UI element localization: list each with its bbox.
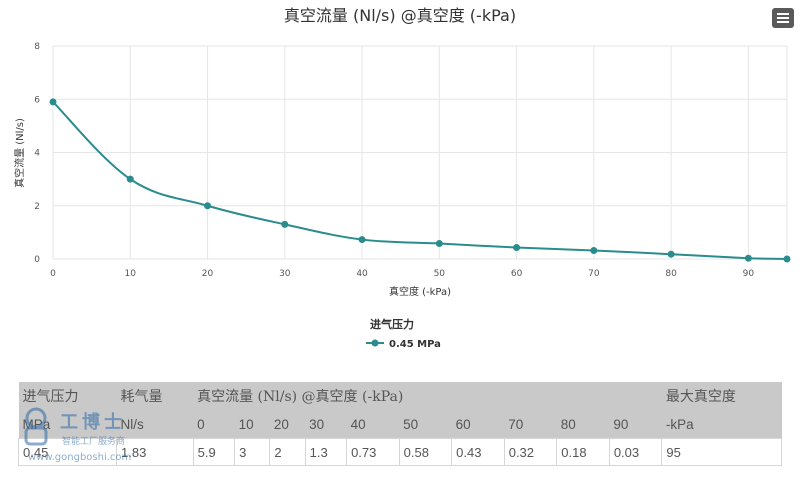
chart-grid bbox=[52, 45, 788, 260]
series-line bbox=[52, 101, 788, 260]
legend-item[interactable]: 0.45 MPa bbox=[366, 339, 441, 350]
unit-cell: 90 bbox=[609, 410, 662, 439]
unit-cell: 80 bbox=[556, 410, 610, 439]
x-axis-label: 真空度 (-kPa) bbox=[389, 285, 451, 298]
y-axis-label: 真空流量 (Nl/s) bbox=[13, 118, 26, 188]
x-tick-label: 0 bbox=[50, 269, 56, 279]
hamburger-menu-icon bbox=[777, 13, 789, 15]
data-point[interactable] bbox=[590, 246, 598, 254]
y-tick-label: 8 bbox=[34, 42, 40, 52]
chart-menu-button[interactable] bbox=[772, 8, 794, 28]
y-tick-label: 0 bbox=[34, 255, 40, 265]
data-point[interactable] bbox=[204, 202, 212, 210]
data-point[interactable] bbox=[513, 244, 521, 252]
legend-marker bbox=[371, 339, 379, 347]
x-tick-label: 40 bbox=[356, 269, 368, 279]
y-tick-label: 4 bbox=[34, 149, 40, 159]
table-header-row: 进气压力 耗气量 真空流量 (Nl/s) @真空度 (-kPa) 最大真空度 bbox=[18, 382, 782, 410]
x-tick-label: 30 bbox=[279, 269, 291, 279]
data-point[interactable] bbox=[126, 175, 134, 183]
header-max-vacuum: 最大真空度 bbox=[661, 382, 782, 410]
unit-cell: -kPa bbox=[661, 410, 782, 439]
unit-cell: 50 bbox=[399, 410, 452, 439]
table-cell: 0.58 bbox=[398, 438, 453, 466]
data-point[interactable] bbox=[435, 240, 443, 248]
table-cell: 5.9 bbox=[192, 438, 236, 466]
table-cell: 2 bbox=[269, 438, 306, 466]
unit-cell: Nl/s bbox=[116, 410, 194, 439]
vacuum-flow-chart: 真空流量 (Nl/s) @真空度 (-kPa) 0 10 20 30 40 50 60 70 8… bbox=[13, 6, 791, 350]
data-point[interactable] bbox=[667, 250, 675, 258]
x-axis-ticks: 0 10 20 30 40 50 60 70 80 90 bbox=[50, 269, 754, 279]
header-air-consumption: 耗气量 bbox=[116, 382, 194, 410]
legend-title: 进气压力 bbox=[370, 317, 414, 331]
legend-label: 0.45 MPa bbox=[389, 339, 441, 350]
x-tick-label: 70 bbox=[588, 269, 600, 279]
table-cell: 0.73 bbox=[346, 438, 400, 466]
table-cell: 0.18 bbox=[556, 438, 610, 466]
spec-table: 进气压力 耗气量 真空流量 (Nl/s) @真空度 (-kPa) 最大真空度 M… bbox=[17, 382, 782, 466]
x-tick-label: 90 bbox=[743, 269, 755, 279]
data-point[interactable] bbox=[49, 98, 57, 106]
unit-cell: 0 bbox=[193, 410, 235, 439]
y-axis-ticks: 0 2 4 6 8 bbox=[34, 42, 40, 265]
table-cell: 0.43 bbox=[451, 438, 505, 466]
table-cell: 0.03 bbox=[608, 438, 663, 466]
x-tick-label: 20 bbox=[202, 269, 214, 279]
table-cell: 1.3 bbox=[304, 438, 348, 466]
chart-title: 真空流量 (Nl/s) @真空度 (-kPa) bbox=[284, 6, 516, 25]
unit-cell: 20 bbox=[269, 410, 306, 439]
unit-cell: 10 bbox=[234, 410, 270, 439]
table-cell: 1.83 bbox=[116, 438, 194, 466]
unit-cell: 30 bbox=[305, 410, 347, 439]
hamburger-menu-icon-bar bbox=[777, 21, 789, 23]
unit-cell: 60 bbox=[451, 410, 505, 439]
x-tick-label: 80 bbox=[665, 269, 677, 279]
unit-cell: MPa bbox=[18, 410, 117, 439]
header-inlet-pressure: 进气压力 bbox=[18, 382, 117, 410]
x-tick-label: 60 bbox=[511, 269, 523, 279]
table-cell: 0.32 bbox=[503, 438, 558, 466]
hamburger-menu-icon-bar bbox=[777, 17, 789, 19]
data-point[interactable] bbox=[358, 236, 366, 244]
x-tick-label: 50 bbox=[434, 269, 446, 279]
data-point[interactable] bbox=[281, 220, 289, 228]
table-row: 0.45 1.83 5.9 3 2 1.3 0.73 0.58 0.43 0.3… bbox=[17, 438, 782, 466]
table-cell: 0.45 bbox=[17, 438, 118, 466]
data-point[interactable] bbox=[783, 255, 791, 263]
header-vacuum-flow: 真空流量 (Nl/s) @真空度 (-kPa) bbox=[193, 382, 662, 410]
table-cell: 95 bbox=[661, 438, 782, 466]
y-tick-label: 6 bbox=[34, 95, 40, 105]
x-tick-label: 10 bbox=[125, 269, 137, 279]
table-unit-row: MPa Nl/s 0 10 20 30 40 50 60 70 80 90 -k… bbox=[18, 410, 782, 439]
unit-cell: 40 bbox=[346, 410, 400, 439]
data-point[interactable] bbox=[744, 254, 752, 262]
y-tick-label: 2 bbox=[34, 202, 40, 212]
table-cell: 3 bbox=[234, 438, 271, 466]
series-points bbox=[49, 98, 791, 263]
unit-cell: 70 bbox=[504, 410, 557, 439]
